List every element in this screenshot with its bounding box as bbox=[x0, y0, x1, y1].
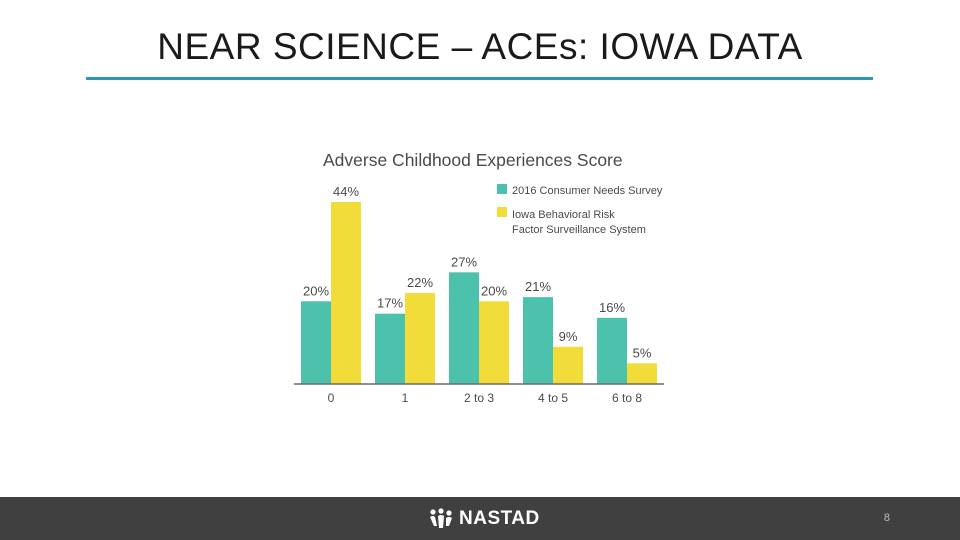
legend-label-iowa-brfss-line2: Factor Surveillance System bbox=[512, 224, 646, 236]
title-underline bbox=[86, 77, 873, 80]
bar-s2-2 bbox=[479, 301, 509, 384]
nastad-logo: NASTAD bbox=[428, 507, 540, 531]
x-tick-label-2: 2 to 3 bbox=[464, 391, 494, 405]
legend-swatch-consumer-survey bbox=[497, 184, 507, 194]
legend: 2016 Consumer Needs Survey Iowa Behavior… bbox=[497, 184, 663, 236]
bar-label-s2-0: 44% bbox=[333, 184, 359, 199]
bar-s1-3 bbox=[523, 297, 553, 384]
bar-s2-0 bbox=[331, 202, 361, 384]
bar-label-s2-3: 9% bbox=[559, 329, 578, 344]
footer-bar: NASTAD 8 bbox=[0, 497, 960, 540]
bar-s1-1 bbox=[375, 313, 405, 384]
legend-label-iowa-brfss-line1: Iowa Behavioral Risk bbox=[512, 209, 615, 221]
x-tick-label-1: 1 bbox=[402, 391, 409, 405]
bar-s1-4 bbox=[597, 317, 627, 384]
bar-s2-4 bbox=[627, 363, 657, 384]
bar-s2-1 bbox=[405, 293, 435, 384]
x-tick-label-0: 0 bbox=[328, 391, 335, 405]
x-tick-label-3: 4 to 5 bbox=[538, 391, 568, 405]
bars-group bbox=[301, 202, 657, 384]
aces-bar-chart: Adverse Childhood Experiences Score 2016… bbox=[294, 150, 664, 405]
x-tick-label-4: 6 to 8 bbox=[612, 391, 642, 405]
bar-label-s1-4: 16% bbox=[599, 300, 625, 315]
bar-label-s2-4: 5% bbox=[633, 345, 652, 360]
bar-label-s2-1: 22% bbox=[407, 275, 433, 290]
bar-label-s1-2: 27% bbox=[451, 254, 477, 269]
chart-title: Adverse Childhood Experiences Score bbox=[323, 150, 623, 170]
legend-swatch-iowa-brfss bbox=[497, 207, 507, 217]
brand-name: NASTAD bbox=[459, 508, 540, 529]
legend-label-consumer-survey: 2016 Consumer Needs Survey bbox=[512, 185, 663, 197]
bar-label-s1-1: 17% bbox=[377, 296, 403, 311]
bar-label-s1-3: 21% bbox=[525, 279, 551, 294]
bar-label-s2-2: 20% bbox=[481, 283, 507, 298]
bar-s1-0 bbox=[301, 301, 331, 384]
bar-label-s1-0: 20% bbox=[303, 283, 329, 298]
bar-labels-group: 20% 44% 17% 22% 27% 20% 21% 9% 16% 5% bbox=[303, 184, 652, 360]
slide-title: NEAR SCIENCE – ACEs: IOWA DATA bbox=[157, 26, 803, 67]
bar-s1-2 bbox=[449, 272, 479, 384]
page-number: 8 bbox=[883, 512, 890, 524]
x-axis-ticks: 0 1 2 to 3 4 to 5 6 to 8 bbox=[328, 391, 643, 405]
bar-s2-3 bbox=[553, 346, 583, 384]
people-logo-icon bbox=[430, 508, 452, 528]
